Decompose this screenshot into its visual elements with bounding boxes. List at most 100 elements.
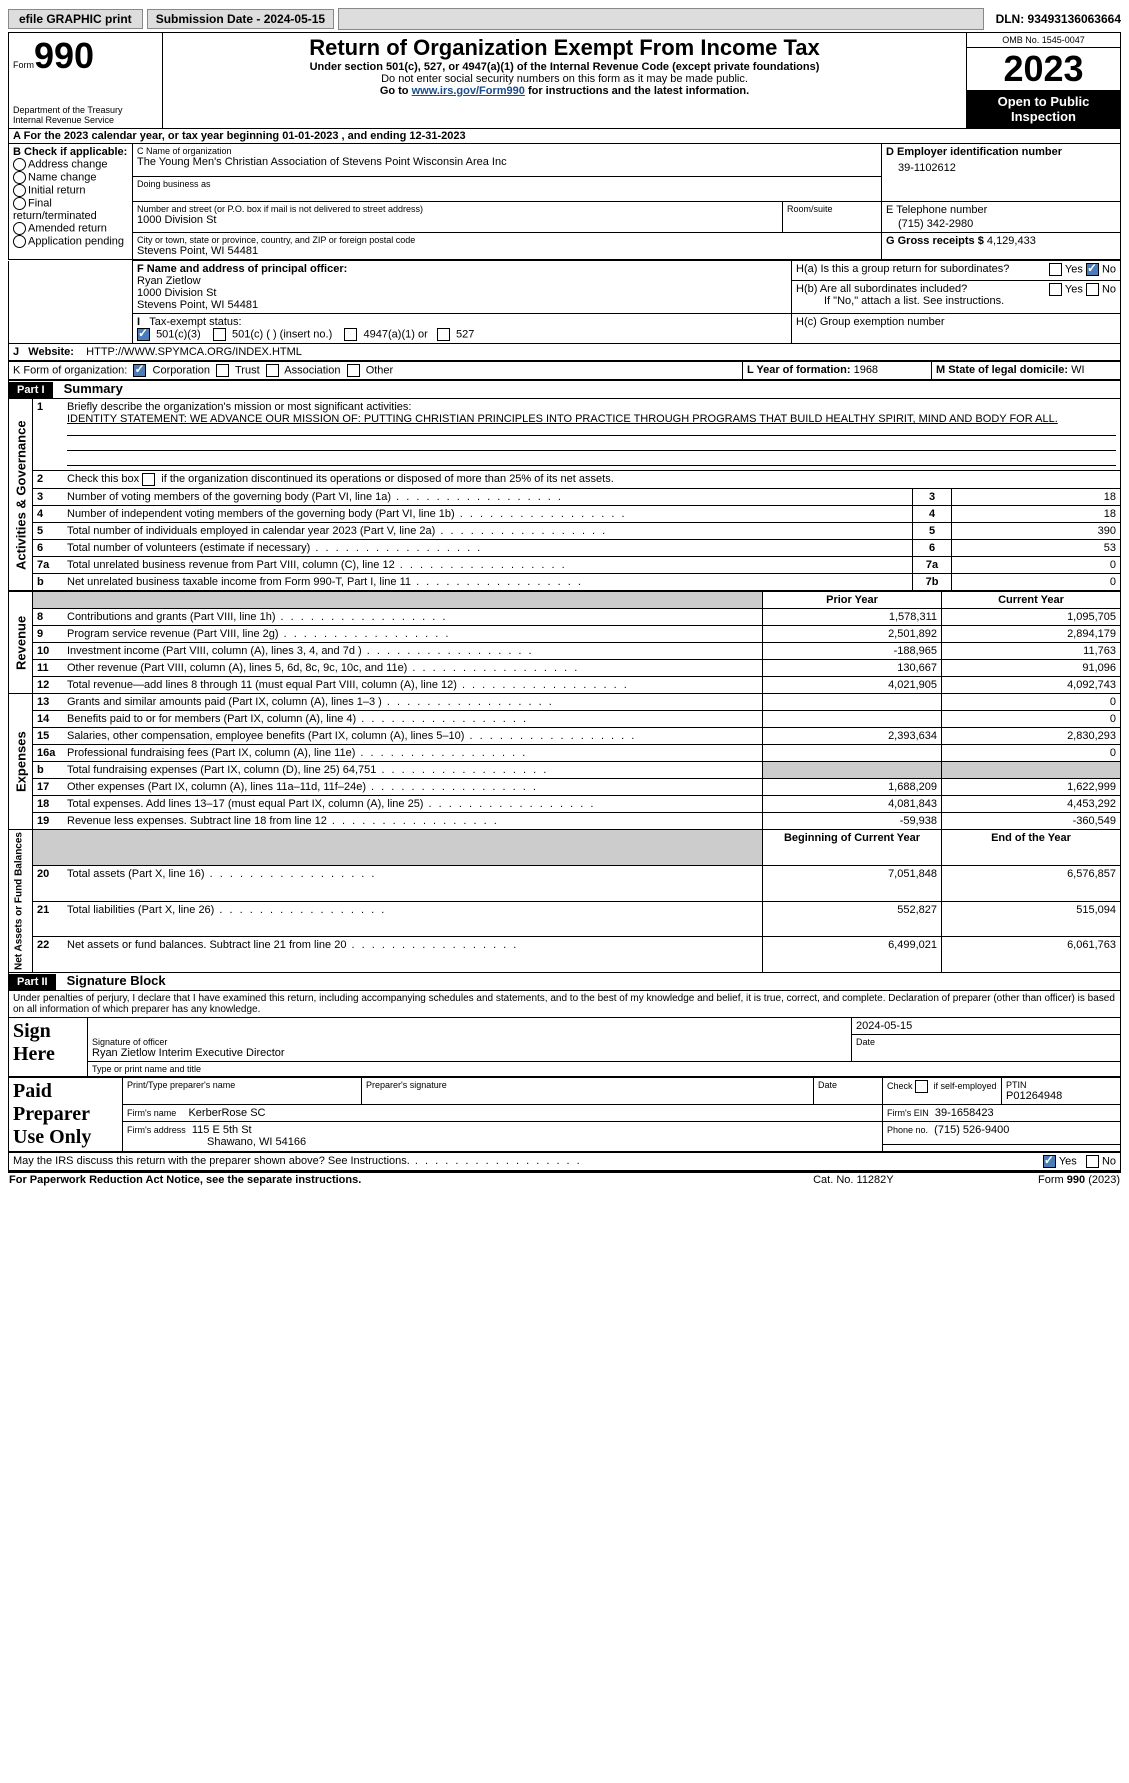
line-text: Professional fundraising fees (Part IX, … <box>67 747 527 759</box>
prior-val: 552,827 <box>763 901 942 937</box>
curr-val: 1,095,705 <box>942 609 1121 626</box>
line-text: Total unrelated business revenue from Pa… <box>67 559 567 571</box>
check-address-change[interactable] <box>13 158 26 171</box>
omb-number: OMB No. 1545-0047 <box>967 33 1121 48</box>
curr-val: 91,096 <box>942 660 1121 677</box>
line-text: Total assets (Part X, line 16) <box>67 868 376 880</box>
pp-sig-label: Preparer's signature <box>362 1077 814 1104</box>
check-501c[interactable] <box>213 328 226 341</box>
perjury-declaration: Under penalties of perjury, I declare th… <box>8 991 1121 1017</box>
th-prior-year: Prior Year <box>763 592 942 609</box>
curr-val: 6,576,857 <box>942 865 1121 901</box>
footer-form: Form 990 (2023) <box>942 1172 1121 1187</box>
th-current-year: Current Year <box>942 592 1121 609</box>
firm-name-label: Firm's name <box>127 1108 176 1118</box>
prior-val: 1,578,311 <box>763 609 942 626</box>
line-text: Number of independent voting members of … <box>67 508 627 520</box>
officer-sig-name: Ryan Zietlow Interim Executive Director <box>92 1047 847 1059</box>
street-value: 1000 Division St <box>137 214 778 226</box>
section-label-exp: Expenses <box>9 694 33 830</box>
officer-name: Ryan Zietlow <box>137 275 787 287</box>
check-4947[interactable] <box>344 328 357 341</box>
check-corporation[interactable] <box>133 364 146 377</box>
check-final-return[interactable] <box>13 197 26 210</box>
form-subtitle-1: Under section 501(c), 527, or 4947(a)(1)… <box>167 61 962 73</box>
hb-yes-check[interactable] <box>1049 283 1062 296</box>
box-e-phone-label: E Telephone number <box>886 204 1116 216</box>
line-text: Total revenue—add lines 8 through 11 (mu… <box>67 679 629 691</box>
box-c-name-label: C Name of organization <box>137 146 877 156</box>
ha-no-check[interactable] <box>1086 263 1099 276</box>
prior-val: 1,688,209 <box>763 779 942 796</box>
prior-val: 2,501,892 <box>763 626 942 643</box>
discuss-yes-check[interactable] <box>1043 1155 1056 1168</box>
curr-val: 2,894,179 <box>942 626 1121 643</box>
line-a-tax-year: A For the 2023 calendar year, or tax yea… <box>8 129 1121 143</box>
prior-val: 6,499,021 <box>763 937 942 973</box>
paid-preparer-label: Paid Preparer Use Only <box>9 1077 123 1151</box>
curr-val: 4,092,743 <box>942 677 1121 694</box>
line2-text: Check this box if the organization disco… <box>67 473 614 485</box>
ha-yes-check[interactable] <box>1049 263 1062 276</box>
website-label: Website: <box>28 346 74 358</box>
part1-bar: Part I <box>9 382 53 398</box>
check-527[interactable] <box>437 328 450 341</box>
hb-no-check[interactable] <box>1086 283 1099 296</box>
check-discontinued[interactable] <box>142 473 155 486</box>
state-domicile: WI <box>1071 364 1084 376</box>
line-text: Benefits paid to or for members (Part IX… <box>67 713 528 725</box>
ein-value: 39-1102612 <box>886 158 1116 174</box>
check-other[interactable] <box>347 364 360 377</box>
h-b-label: H(b) Are all subordinates included? <box>796 283 967 295</box>
discuss-no-check[interactable] <box>1086 1155 1099 1168</box>
line-value: 0 <box>952 574 1121 591</box>
dba-label: Doing business as <box>137 179 877 189</box>
check-association[interactable] <box>266 364 279 377</box>
check-amended-return[interactable] <box>13 222 26 235</box>
check-trust[interactable] <box>216 364 229 377</box>
line-text: Revenue less expenses. Subtract line 18 … <box>67 815 499 827</box>
box-g-gross-label: G Gross receipts $ <box>886 235 984 247</box>
check-501c3[interactable] <box>137 328 150 341</box>
curr-val: 11,763 <box>942 643 1121 660</box>
box-f-label: F Name and address of principal officer: <box>137 263 787 275</box>
line-text: Other expenses (Part IX, column (A), lin… <box>67 781 538 793</box>
box-k-label: K Form of organization: <box>13 364 127 376</box>
check-name-change[interactable] <box>13 171 26 184</box>
ptin-value: P01264948 <box>1006 1090 1116 1102</box>
pra-notice: For Paperwork Reduction Act Notice, see … <box>8 1172 765 1187</box>
prior-val: -188,965 <box>763 643 942 660</box>
h-b-note: If "No," attach a list. See instructions… <box>796 295 1116 307</box>
firm-ein-label: Firm's EIN <box>887 1108 929 1118</box>
box-b-label: B Check if applicable: <box>13 146 128 158</box>
check-self-employed[interactable] <box>915 1080 928 1093</box>
line-value: 0 <box>952 557 1121 574</box>
officer-city: Stevens Point, WI 54481 <box>137 299 787 311</box>
tax-year: 2023 <box>967 48 1120 90</box>
check-application-pending[interactable] <box>13 235 26 248</box>
line-text: Net unrelated business taxable income fr… <box>67 576 583 588</box>
irs-gov-link[interactable]: www.irs.gov/Form990 <box>412 85 525 97</box>
line-value: 18 <box>952 489 1121 506</box>
pp-self-employed: Check if self-employed <box>883 1077 1002 1104</box>
curr-val: 0 <box>942 745 1121 762</box>
efile-print-button[interactable]: efile GRAPHIC print <box>8 9 143 29</box>
submission-date: Submission Date - 2024-05-15 <box>147 9 334 29</box>
curr-val: 2,830,293 <box>942 728 1121 745</box>
signature-block: Sign Here 2024-05-15 Signature of office… <box>8 1017 1121 1077</box>
discuss-text: May the IRS discuss this return with the… <box>13 1155 582 1167</box>
line-text: Salaries, other compensation, employee b… <box>67 730 636 742</box>
form-subtitle-3: Go to www.irs.gov/Form990 for instructio… <box>167 85 962 97</box>
section-label-rev: Revenue <box>9 592 33 694</box>
line-text: Total number of individuals employed in … <box>67 525 607 537</box>
line-value: 390 <box>952 523 1121 540</box>
sig-officer-label: Signature of officer <box>92 1037 847 1047</box>
box-d-ein-label: D Employer identification number <box>886 146 1116 158</box>
line-text: Grants and similar amounts paid (Part IX… <box>67 696 554 708</box>
klm-block: K Form of organization: Corporation Trus… <box>8 361 1121 380</box>
line-text: Total number of volunteers (estimate if … <box>67 542 482 554</box>
part1-summary: Part I Summary Activities & Governance 1… <box>8 380 1121 591</box>
prior-val: 4,021,905 <box>763 677 942 694</box>
section-label-na: Net Assets or Fund Balances <box>9 830 33 973</box>
check-initial-return[interactable] <box>13 184 26 197</box>
